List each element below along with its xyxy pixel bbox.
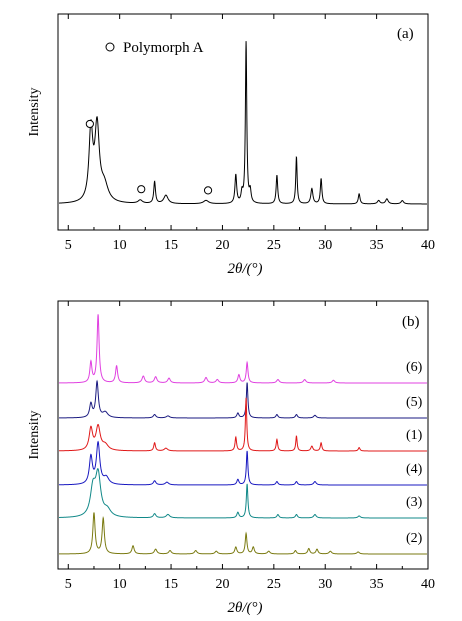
panel-a-x-ticks: 5 10 15 20 25 30 35 40 — [65, 14, 435, 253]
panel-a-x-tick-label: 5 — [65, 238, 72, 253]
series-line-3 — [59, 468, 427, 519]
panel-b-series-labels: (6) (5) (1) (4) (3) (2) — [406, 360, 423, 546]
panel-b-y-axis-label: Intensity — [27, 411, 42, 460]
series-line-4 — [59, 440, 427, 486]
legend-circle-icon — [105, 42, 115, 52]
series-line-6 — [59, 314, 427, 384]
panel-a-label: (a) — [397, 26, 414, 42]
polymorph-a-marker — [203, 186, 213, 195]
panel-b-x-tick-label: 10 — [113, 577, 127, 592]
panel-a-polymorph-markers — [85, 119, 213, 195]
legend-label-polymorph-a: Polymorph A — [123, 40, 204, 56]
panel-b-x-tick-label: 5 — [65, 577, 72, 592]
series-line-5 — [59, 379, 427, 419]
panel-a-chart: 5 10 15 20 25 30 35 40 (a) Polymorph A Intensit… — [27, 13, 435, 277]
panel-a-x-tick-label: 20 — [215, 238, 229, 253]
panel-a-x-tick-label: 40 — [421, 238, 435, 253]
panel-b-x-tick-label: 35 — [370, 577, 384, 592]
panel-a-plot-frame — [57, 13, 429, 231]
panel-b-series-lines — [59, 314, 427, 555]
panel-a-x-tick-label: 25 — [267, 238, 281, 253]
panel-a-y-axis-label: Intensity — [27, 88, 42, 137]
polymorph-a-marker — [137, 185, 146, 194]
panel-b-x-tick-label: 15 — [164, 577, 178, 592]
panel-a-pattern-line — [59, 41, 427, 205]
series-label-6: (6) — [406, 360, 423, 375]
panel-a-x-tick-label: 35 — [370, 238, 384, 253]
panel-a-x-tick-label: 10 — [113, 238, 127, 253]
polymorph-a-marker — [85, 119, 94, 129]
series-line-2 — [59, 512, 427, 555]
panel-b-chart: 5 10 15 20 25 30 35 40 (6) (5) (1) (4) (3) (2) (b) I… — [27, 300, 435, 616]
panel-a-x-axis-label: 2θ/(°) — [227, 261, 262, 277]
series-label-2: (2) — [406, 531, 423, 546]
panel-a-x-tick-label: 15 — [164, 238, 178, 253]
series-label-3: (3) — [406, 495, 423, 510]
series-label-4: (4) — [406, 462, 423, 477]
panel-b-x-axis-label: 2θ/(°) — [227, 600, 262, 616]
panel-b-plot-frame — [57, 300, 429, 570]
panel-b-x-ticks: 5 10 15 20 25 30 35 40 — [65, 301, 435, 592]
panel-b-x-tick-label: 20 — [215, 577, 229, 592]
series-line-1 — [59, 397, 427, 452]
panel-b-x-tick-label: 30 — [318, 577, 332, 592]
panel-b-x-tick-label: 25 — [267, 577, 281, 592]
panel-b-x-tick-label: 40 — [421, 577, 435, 592]
series-label-5: (5) — [406, 395, 423, 410]
series-label-1: (1) — [406, 428, 423, 443]
panel-a-x-tick-label: 30 — [318, 238, 332, 253]
panel-b-label: (b) — [402, 314, 420, 330]
